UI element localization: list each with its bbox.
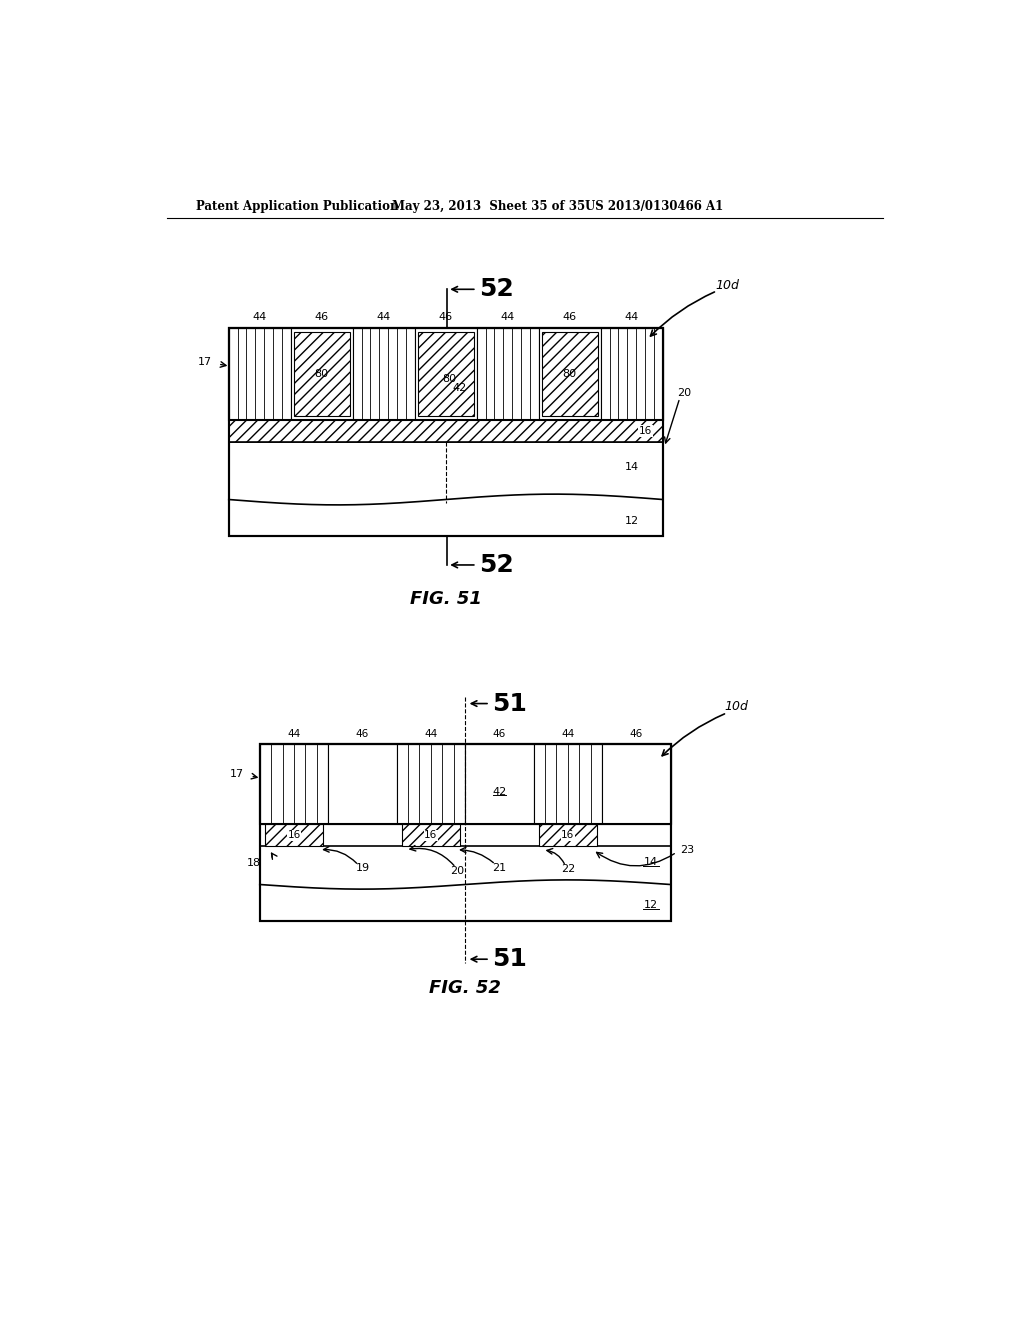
Text: 44: 44 bbox=[625, 312, 639, 322]
Text: 42: 42 bbox=[452, 383, 466, 393]
Bar bbox=[415, 327, 477, 420]
Text: 44: 44 bbox=[377, 312, 391, 322]
Text: 80: 80 bbox=[314, 370, 329, 379]
Text: 23: 23 bbox=[680, 845, 694, 855]
Text: 44: 44 bbox=[288, 729, 301, 739]
Text: May 23, 2013  Sheet 35 of 35: May 23, 2013 Sheet 35 of 35 bbox=[391, 199, 585, 213]
Bar bbox=[401, 825, 460, 846]
Text: 44: 44 bbox=[561, 729, 574, 739]
Text: 10d: 10d bbox=[716, 279, 739, 292]
Text: 22: 22 bbox=[561, 865, 574, 874]
Text: 46: 46 bbox=[314, 312, 329, 322]
Text: 52: 52 bbox=[479, 553, 514, 577]
Bar bbox=[291, 327, 352, 420]
Bar bbox=[601, 327, 663, 420]
Bar bbox=[228, 327, 663, 536]
Text: 80: 80 bbox=[562, 370, 577, 379]
Text: 10d: 10d bbox=[725, 700, 749, 713]
Text: 19: 19 bbox=[355, 862, 370, 873]
Text: 51: 51 bbox=[493, 948, 527, 972]
Bar bbox=[534, 743, 602, 825]
Text: 42: 42 bbox=[493, 787, 507, 797]
Bar bbox=[228, 420, 663, 442]
Text: 46: 46 bbox=[562, 312, 577, 322]
Text: 16: 16 bbox=[639, 426, 652, 436]
Text: 44: 44 bbox=[424, 729, 437, 739]
Bar bbox=[539, 327, 601, 420]
Text: 17: 17 bbox=[230, 770, 245, 779]
Bar bbox=[265, 825, 324, 846]
Text: FIG. 51: FIG. 51 bbox=[410, 590, 481, 607]
Bar bbox=[539, 825, 597, 846]
Bar bbox=[352, 327, 415, 420]
Text: 20: 20 bbox=[677, 388, 691, 399]
Bar bbox=[542, 331, 598, 416]
Text: 17: 17 bbox=[198, 358, 212, 367]
Bar bbox=[418, 331, 474, 416]
Text: 12: 12 bbox=[625, 516, 639, 527]
Bar bbox=[602, 743, 671, 825]
Bar bbox=[396, 743, 465, 825]
Text: 20: 20 bbox=[451, 866, 465, 875]
Text: 18: 18 bbox=[247, 858, 261, 869]
Text: 12: 12 bbox=[644, 900, 658, 911]
Text: 52: 52 bbox=[479, 277, 514, 301]
Text: 46: 46 bbox=[493, 729, 506, 739]
Text: 46: 46 bbox=[355, 729, 369, 739]
Bar bbox=[465, 743, 534, 825]
Bar bbox=[260, 743, 671, 921]
Text: 14: 14 bbox=[644, 857, 658, 867]
Text: Patent Application Publication: Patent Application Publication bbox=[197, 199, 398, 213]
Text: 80: 80 bbox=[442, 374, 457, 384]
Bar bbox=[477, 327, 539, 420]
Text: 51: 51 bbox=[493, 692, 527, 715]
Text: 44: 44 bbox=[253, 312, 267, 322]
Text: US 2013/0130466 A1: US 2013/0130466 A1 bbox=[586, 199, 724, 213]
Text: 16: 16 bbox=[424, 830, 437, 841]
Text: 21: 21 bbox=[493, 862, 507, 873]
Text: 14: 14 bbox=[625, 462, 639, 471]
Bar bbox=[228, 327, 291, 420]
Bar bbox=[329, 743, 396, 825]
Bar bbox=[294, 331, 349, 416]
Text: 16: 16 bbox=[561, 830, 574, 841]
Bar bbox=[228, 327, 663, 420]
Bar bbox=[260, 743, 671, 825]
Text: FIG. 52: FIG. 52 bbox=[429, 979, 501, 998]
Bar bbox=[228, 327, 663, 536]
Text: 46: 46 bbox=[438, 312, 453, 322]
Text: 44: 44 bbox=[501, 312, 515, 322]
Text: 46: 46 bbox=[630, 729, 643, 739]
Bar bbox=[260, 743, 671, 921]
Text: 16: 16 bbox=[288, 830, 301, 841]
Bar bbox=[260, 743, 329, 825]
